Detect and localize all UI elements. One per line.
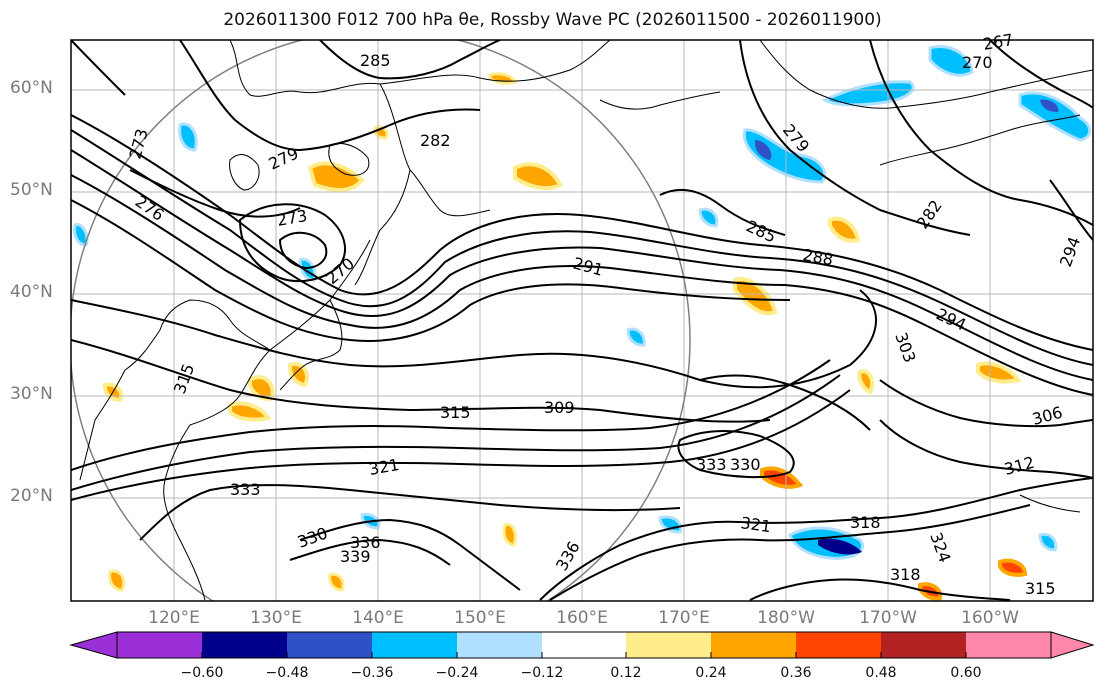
theta-e-contours: [71, 40, 1093, 601]
contour-label: 330: [730, 455, 761, 474]
lon-label-130e: 130°E: [250, 608, 302, 628]
contour-label: 309: [544, 398, 575, 417]
contour-label: 315: [1025, 579, 1056, 598]
colorbar-tick-label: −0.24: [435, 665, 479, 681]
colorbar-tick-label: 0.60: [950, 665, 982, 681]
colorbar-tick-label: −0.36: [350, 665, 394, 681]
lat-label-30n: 30°N: [10, 384, 53, 404]
lon-label-170w: 170°W: [859, 608, 917, 628]
map-border: [70, 39, 1094, 602]
lon-label-140e: 140°E: [352, 608, 404, 628]
contour-label: 285: [360, 51, 391, 70]
colorbar-tick-label: 0.36: [780, 665, 812, 681]
lat-label-50n: 50°N: [10, 180, 53, 200]
contour-label: 333: [230, 480, 261, 499]
lon-label-160e: 160°E: [556, 608, 608, 628]
contour-label: 318: [850, 513, 881, 532]
lon-label-150e: 150°E: [454, 608, 506, 628]
contour-label: 270: [962, 53, 993, 72]
lat-label-40n: 40°N: [10, 282, 53, 302]
contour-label: 333: [696, 455, 727, 474]
contour-label: 321: [739, 513, 772, 536]
lon-label-120e: 120°E: [148, 608, 200, 628]
colorbar-tick-label: −0.48: [265, 665, 309, 681]
colorbar-tick-label: −0.60: [180, 665, 224, 681]
contour-label: 339: [340, 547, 371, 566]
contour-label: 282: [420, 131, 451, 150]
contour-labels: 285 282 279 273 270 276 273 285 291 288 …: [126, 30, 1085, 598]
map-title: 2026011300 F012 700 hPa θe, Rossby Wave …: [223, 10, 882, 30]
colorbar-tick-label: 0.48: [865, 665, 897, 681]
lat-label-20n: 20°N: [10, 486, 53, 506]
contour-label: 336: [350, 533, 381, 552]
colorbar-tick-label: 0.24: [695, 665, 727, 681]
lon-label-170e: 170°E: [658, 608, 710, 628]
colorbar-tick-label: 0.12: [610, 665, 642, 681]
colorbar-tick-label: −0.12: [520, 665, 564, 681]
graticule: [71, 40, 1093, 601]
coastlines: [79, 40, 1093, 601]
lat-label-60n: 60°N: [10, 78, 53, 98]
contour-label: 315: [440, 403, 471, 422]
anomaly-fill: [73, 45, 1092, 601]
contour-label: 318: [890, 565, 921, 584]
lon-label-180w: 180°W: [757, 608, 815, 628]
region-circle: [71, 40, 691, 601]
lon-label-160w: 160°W: [961, 608, 1019, 628]
colorbar: [69, 631, 1095, 659]
